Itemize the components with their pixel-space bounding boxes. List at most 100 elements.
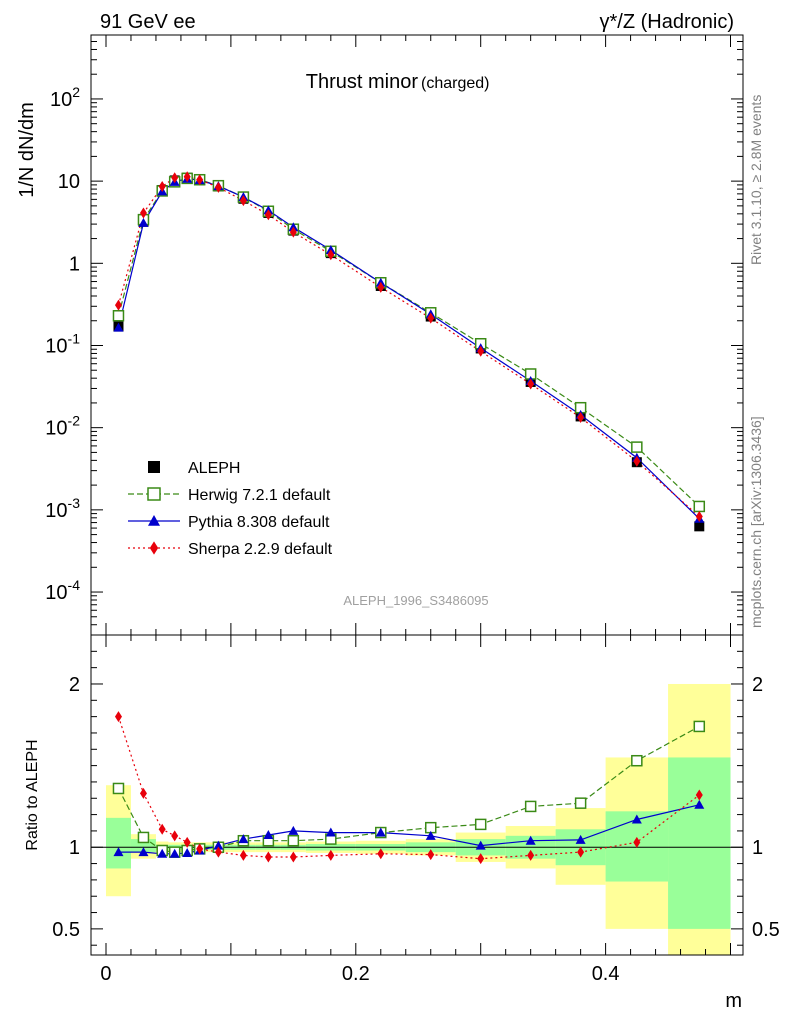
main-title-suffix: (charged) [421,75,489,92]
point-sherpa [114,299,122,311]
ratio-point-pythia [157,848,168,858]
y-tick-label: 10-3 [45,495,80,522]
side-label-rivet: Rivet 3.1.10, ≥ 2.8M events [748,95,764,265]
ratio-point-herwig [112,782,125,795]
ratio-point-herwig [137,831,150,844]
x-tick-label: 0.4 [592,963,620,985]
main-watermark: ALEPH_1996_S3486095 [343,593,488,608]
ratio-point-sherpa [327,849,335,861]
main-title: Thrust minor [306,71,419,93]
y-tick-label: 102 [50,84,80,111]
ratio-point-pythia [525,835,536,845]
legend-marker-sherpa [149,541,159,555]
point-pythia [113,322,124,332]
point-sherpa [527,378,535,390]
point-sherpa [183,171,191,183]
ratio-point-pythia [113,847,124,857]
ratio-point-herwig [631,754,643,767]
ratio-line-herwig [117,725,700,853]
y-tick-label: 10-1 [45,330,80,357]
point-sherpa [214,181,222,193]
ratio-point-sherpa [695,789,703,801]
header-left: 91 GeV ee [100,11,196,33]
ratio-point-pythia [288,825,299,835]
y-tick-label: 1 [69,253,80,275]
ratio-point-sherpa [171,830,179,842]
point-sherpa [477,345,485,357]
ratio-point-sherpa [377,848,385,860]
legend-label-herwig: Herwig 7.2.1 default [188,487,331,504]
point-sherpa [427,312,435,324]
legend-marker-aleph [148,461,160,473]
point-sherpa [577,411,585,423]
main-panel: 10-4 10-3 10-2 10-1 1 10 102 Thrust minor (cha… [16,34,744,636]
header-right: γ*/Z (Hadronic) [600,11,734,33]
ratio-point-pythia [631,814,642,824]
point-aleph [694,521,705,532]
ratio-band-inner [130,839,156,853]
ratio-point-sherpa [427,849,435,861]
point-herwig [693,500,706,513]
point-sherpa [239,195,247,207]
ratio-point-herwig [474,818,487,831]
point-herwig [631,441,643,453]
ratio-band-inner [668,757,731,929]
ratio-y-tick-label: 1 [752,837,763,859]
ratio-point-herwig [287,834,300,847]
x-tick-label: 0.2 [342,963,370,985]
x-tick-label: 0 [100,963,111,985]
point-sherpa [289,226,297,238]
ratio-point-pythia [375,827,386,837]
point-pythia [138,217,149,227]
ratio-point-pythia [238,834,249,844]
ratio-point-sherpa [577,846,585,858]
ratio-point-pythia [425,830,436,840]
ratio-line-sherpa [117,716,700,860]
legend-label-pythia: Pythia 8.308 default [188,514,330,531]
ratio-y-tick-label: 0.5 [52,919,80,941]
ratio-point-herwig [574,797,587,809]
ratio-point-pythia [213,840,224,850]
legend-marker-pythia [148,515,160,526]
ratio-point-pythia [575,834,586,844]
ratio-panel: 0.5 0.5 1 1 2 2 0 0.2 0.4 Ratio to ALEPH m [24,634,780,1012]
ratio-point-pythia [169,848,180,858]
point-sherpa [171,172,179,184]
point-herwig [112,310,125,322]
ratio-point-pythia [182,847,193,857]
ratio-point-sherpa [183,836,191,848]
point-sherpa [633,455,641,467]
point-sherpa [377,281,385,293]
ratio-point-pythia [263,830,274,839]
ratio-frame [90,634,744,956]
legend-label-sherpa: Sherpa 2.2.9 default [188,541,333,558]
series-line-herwig [117,177,700,507]
ratio-point-sherpa [633,836,641,848]
ratio-point-herwig [693,720,706,733]
ratio-point-sherpa [527,849,535,861]
x-axis-label: m [725,990,742,1012]
ratio-y-tick-label: 0.5 [752,919,780,941]
point-sherpa [196,174,204,186]
legend-marker-herwig [147,487,161,501]
ratio-point-sherpa [196,843,204,855]
y-tick-label: 10-4 [45,577,80,604]
point-sherpa [264,209,272,221]
ratio-point-herwig [524,800,537,813]
point-sherpa [158,181,166,193]
main-ylabel: 1/N dN/dm [16,102,38,198]
point-sherpa [695,510,703,522]
ratio-y-tick-label: 1 [69,837,80,859]
ratio-point-sherpa [214,846,222,858]
ratio-point-sherpa [264,851,272,863]
side-label-mcplots: mcplots.cern.ch [arXiv:1306.3436] [748,416,764,628]
point-sherpa [327,249,335,261]
ratio-point-sherpa [239,849,247,861]
main-title-text: Thrust minor [306,71,419,93]
legend-label-aleph: ALEPH [188,460,240,477]
ratio-point-pythia [694,799,705,809]
y-tick-label: 10-2 [45,413,80,440]
legend: ALEPH Herwig 7.2.1 default Pythia 8.308 de… [128,460,333,558]
point-sherpa [139,207,147,219]
